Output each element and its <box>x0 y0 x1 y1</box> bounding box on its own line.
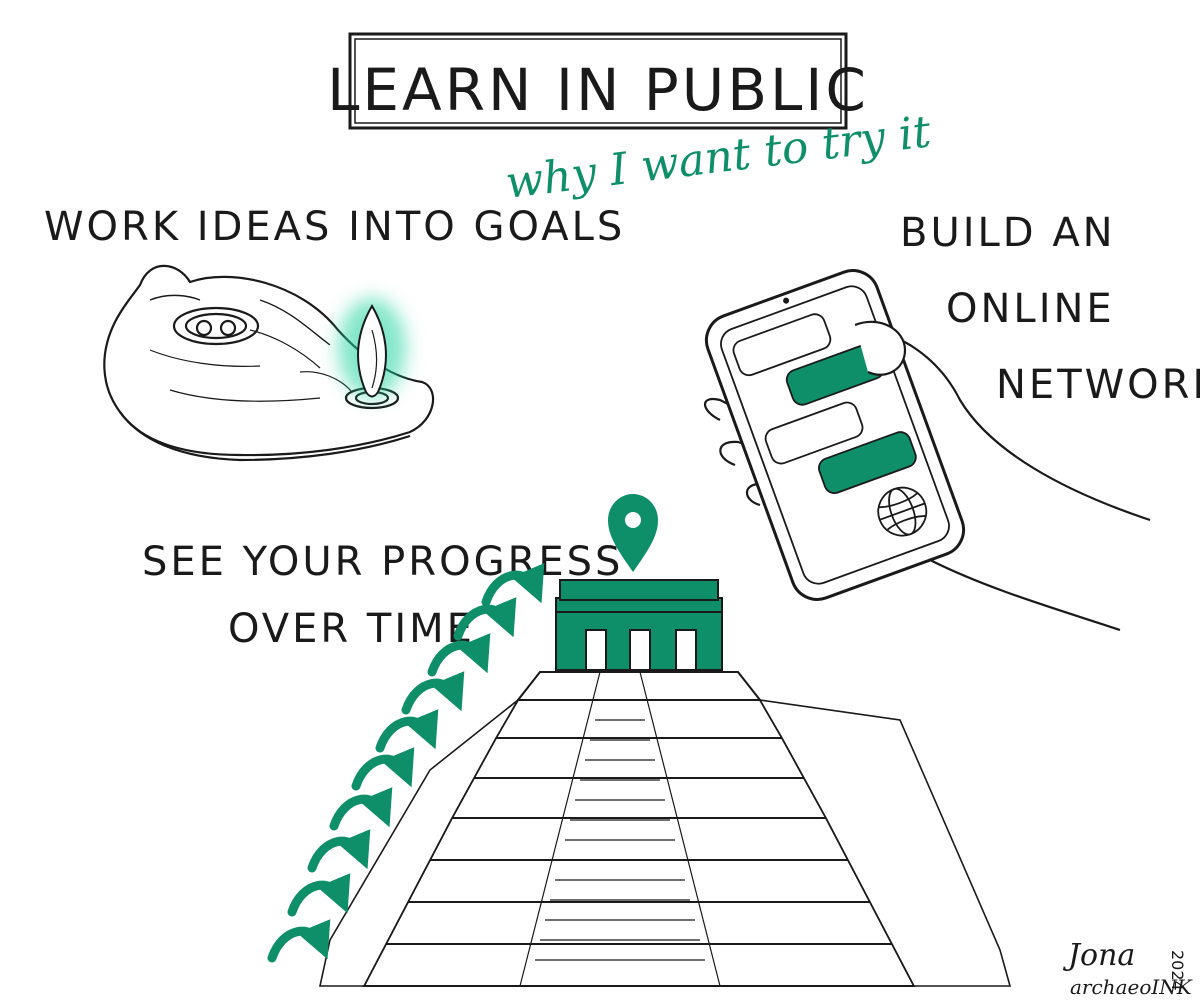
pyramid-icon <box>319 579 1012 987</box>
curved-arrow-icon <box>329 787 393 831</box>
chat-bubble-incoming <box>732 313 832 377</box>
caption-network-line3: NETWORK <box>996 362 1200 408</box>
chat-bubble-outgoing <box>818 431 917 495</box>
signature-brand: archaeoINK <box>1070 975 1193 999</box>
caption-network-line2: ONLINE <box>946 286 1115 332</box>
curved-arrow-icon <box>307 829 371 873</box>
signature-name: Jona <box>1062 938 1135 973</box>
smartphone-icon <box>704 269 966 601</box>
curved-arrow-icon <box>267 919 331 963</box>
curved-arrow-icon <box>453 597 517 641</box>
curved-arrow-icon <box>375 709 439 753</box>
temple-top <box>555 579 723 671</box>
globe-icon <box>877 486 928 537</box>
curved-arrow-icon <box>351 747 415 791</box>
progress-arrows <box>267 563 545 963</box>
signature-year: 2024 <box>1168 950 1187 991</box>
thumb <box>854 320 907 376</box>
caption-progress-line1: SEE YOUR PROGRESS <box>142 539 623 585</box>
curved-arrow-icon <box>401 671 465 715</box>
curved-arrow-icon <box>427 633 491 677</box>
caption-network-line1: BUILD AN <box>900 210 1116 256</box>
caption-goals: WORK IDEAS INTO GOALS <box>44 204 625 250</box>
location-pin-icon <box>608 494 658 572</box>
signature: Jona 2024 archaeoINK <box>1062 938 1193 999</box>
pyramid-stairs <box>519 671 721 987</box>
page-title: LEARN IN PUBLIC <box>327 56 869 124</box>
flame-icon <box>338 298 406 398</box>
oil-lamp-icon <box>103 264 435 462</box>
curved-arrow-icon <box>481 563 545 607</box>
chat-bubble-incoming <box>764 401 864 465</box>
title-box: LEARN IN PUBLIC <box>327 32 869 130</box>
caption-progress-line2: OVER TIME <box>228 606 475 652</box>
curved-arrow-icon <box>287 873 351 917</box>
